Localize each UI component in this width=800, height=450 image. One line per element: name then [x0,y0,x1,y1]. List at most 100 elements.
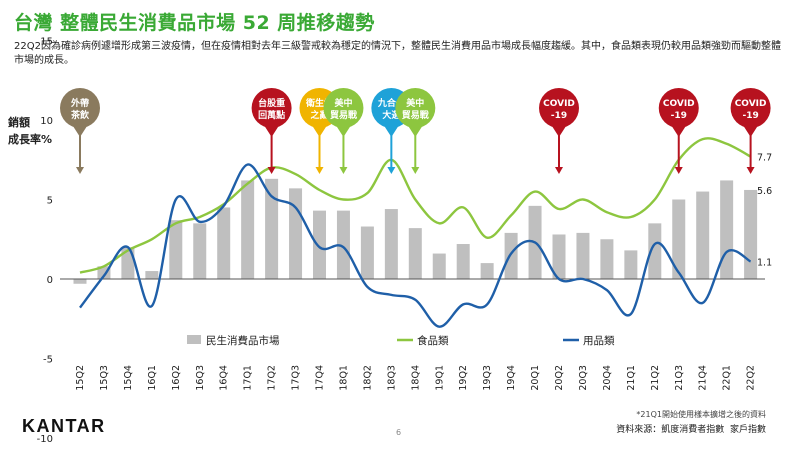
bar-total-market [744,189,758,279]
bar-total-market [720,180,734,279]
event-label: COVID [543,99,575,109]
y-tick-label: 5 [47,196,53,207]
bar-total-market [289,188,303,279]
event-pin [251,88,292,128]
bar-total-market [360,226,374,279]
x-tick-label: 19Q1 [434,365,445,391]
event-pin [658,88,699,128]
x-tick-label: 18Q1 [338,365,349,391]
event-pin [730,88,771,128]
event-label: 回萬點 [258,109,285,121]
event-label: COVID [663,99,695,109]
x-tick-label: 19Q2 [458,365,469,391]
x-tick-label: 15Q4 [123,365,134,391]
y-axis-label: 銷額 [8,115,30,129]
event-label: 茶飲 [70,109,90,121]
y-tick-label: -10 [37,434,53,445]
bar-total-market [456,244,470,279]
event-label: COVID [735,99,767,109]
bar-total-market [648,223,662,279]
event-label: 貿易戰 [330,109,357,121]
legend-label-food: 食品類 [417,334,449,347]
bar-total-market [672,199,686,279]
page-number: 6 [396,428,402,437]
x-tick-label: 19Q4 [506,365,517,391]
event-arrow-head [339,167,348,174]
y-tick-label: 10 [40,116,53,127]
x-tick-label: 17Q4 [315,365,326,391]
bar-total-market [169,220,183,279]
source-note: 資料來源：凱度消費者指數 家戶指數 [616,425,766,435]
event-pin [395,88,436,128]
bar-total-market [336,210,350,279]
x-tick-label: 20Q2 [554,365,565,391]
y-axis-label: 成長率% [8,132,52,146]
y-tick-label: 0 [47,275,53,286]
event-arrow-head [555,167,563,174]
end-value-label: 1.1 [757,258,772,269]
bar-total-market [265,178,279,279]
x-tick-label: 22Q1 [722,365,733,391]
x-tick-label: 20Q1 [530,365,541,391]
event-arrow-head [746,167,755,174]
bar-total-market [432,253,446,279]
page-subtitle: 22Q2因為確診病例遽增形成第三波疫情，但在疫情相對去年三級警戒較為穩定的情況下… [14,41,781,66]
bar-total-market [504,232,518,279]
event-label: -19 [671,111,687,121]
x-tick-label: 17Q2 [267,365,278,391]
x-tick-label: 17Q1 [243,365,254,391]
page-title: 台灣 整體民生消費品市場 52 周推移趨勢 [14,12,375,34]
x-tick-label: 16Q3 [195,365,206,391]
event-arrow-head [411,167,420,174]
x-tick-label: 19Q3 [482,365,493,391]
x-tick-label: 16Q4 [219,365,230,391]
x-tick-label: 18Q4 [410,365,421,391]
x-tick-label: 16Q2 [171,365,182,391]
kantar-logo: KANTAR [22,416,106,436]
event-label: 美中 [406,97,424,109]
x-tick-label: 17Q3 [291,365,302,391]
x-tick-label: 21Q1 [626,365,637,391]
event-label: 台股重 [258,97,285,109]
bar-total-market [241,180,255,279]
event-pin [60,88,100,128]
bar-total-market [480,263,494,279]
end-value-label: 5.6 [757,186,772,197]
line-goods [79,163,752,328]
x-tick-label: 21Q4 [698,365,709,391]
x-tick-label: 15Q3 [99,365,110,391]
event-arrow-head [387,167,396,174]
event-label: 外帶 [70,97,89,109]
y-tick-label: 15 [40,37,53,48]
bar-total-market [145,271,159,279]
x-tick-label: 20Q4 [602,365,613,391]
event-arrow-head [674,167,683,174]
x-tick-label: 16Q1 [147,365,158,391]
legend-label-total-market: 民生消費品市場 [206,334,280,347]
event-label: 貿易戰 [402,109,429,121]
bar-total-market [696,191,710,279]
footnote: *21Q1開始使用樣本擴增之後的資料 [636,410,766,419]
event-label: -19 [551,111,567,121]
bar-total-market [552,234,566,279]
legend-swatch-total-market [187,335,201,344]
x-tick-label: 18Q2 [362,365,373,391]
x-tick-label: 22Q2 [746,365,757,391]
legend-label-goods: 用品類 [583,335,615,347]
event-label: -19 [742,111,758,121]
event-label: 美中 [334,97,352,109]
x-tick-label: 21Q2 [650,365,661,391]
event-arrow-head [267,167,276,174]
y-tick-label: -5 [43,355,53,366]
bar-total-market [408,228,422,279]
event-pin [539,88,579,128]
x-tick-label: 20Q3 [578,365,589,391]
bar-total-market [217,207,231,279]
bar-total-market [576,232,590,279]
bar-total-market [73,279,87,284]
x-tick-label: 15Q2 [75,365,86,391]
line-food [79,137,752,274]
event-arrow-head [315,167,324,174]
bar-total-market [624,250,638,279]
